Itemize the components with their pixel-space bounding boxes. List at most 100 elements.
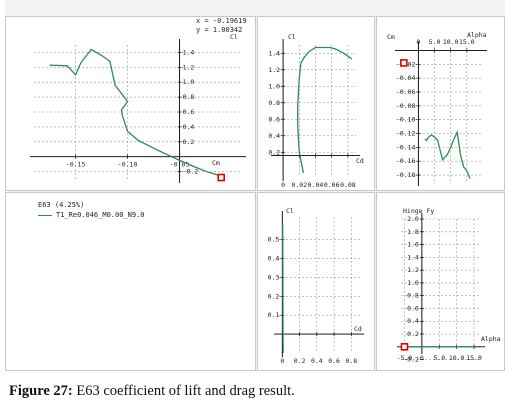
y-tick-label: -0.2 [403, 356, 419, 364]
x-tick-label: 10.0 [443, 38, 459, 46]
y-tick-label: 0.8 [183, 93, 195, 101]
x-axis-label: Alpha [481, 335, 501, 343]
x-tick-label: -0.10 [118, 161, 138, 169]
caption-label: Figure 27: [9, 383, 73, 399]
series-line [49, 48, 222, 177]
chart-hinge-fy-alpha: -5.0 0 5.0 10.0 15.0 2.0 1.8 1.6 1.4 1.2 1.0 0.8 0.6… [397, 207, 501, 364]
y-tick-label: 1.0 [268, 82, 280, 90]
y-tick-label: 0.4 [407, 317, 419, 325]
chart-cd-cl-zoom: 0 0.2 0.4 0.6 0.8 0.5 0.4 0.3 0.2 0.1 Cd Cl [268, 207, 364, 365]
series-line [297, 46, 353, 174]
marker-point [400, 343, 409, 351]
y-tick-label: 0.8 [268, 99, 280, 107]
x-tick-label: 0 [280, 357, 284, 365]
x-tick-label: 0.6 [328, 357, 340, 365]
y-tick-label: 0.4 [268, 255, 280, 263]
y-tick-label: 1.4 [183, 48, 195, 56]
chart-cd-cl: 0 0.02 0.04 0.06 0.08 1.4 1.2 1.0 0.8 0.6 0.4 0.2 Cd… [268, 33, 364, 189]
y-tick-label: 0.2 [268, 148, 280, 156]
y-tick-label: 0.4 [268, 132, 280, 140]
x-tick-label: -5.0 [397, 354, 413, 362]
y-tick-label: 1.0 [183, 78, 195, 86]
x-tick-label: 0 [416, 38, 420, 46]
x-axis-label: Cd [354, 325, 362, 333]
x-tick-label: 10.0 [449, 354, 465, 362]
x-axis-label: Cd [356, 157, 364, 165]
x-tick-label: 0.04 [308, 181, 324, 189]
y-axis-label: Cl [230, 33, 238, 41]
x-axis-label: Alpha [467, 31, 487, 39]
x-tick-label: 0.2 [294, 357, 306, 365]
y-tick-label: 1.8 [407, 228, 419, 236]
y-tick-label: 0.2 [407, 330, 419, 338]
x-tick-label: 0.08 [340, 181, 356, 189]
y-tick-label: 1.4 [268, 49, 280, 57]
y-tick-label: -0.06 [396, 88, 416, 96]
y-tick-label: 1.0 [407, 279, 419, 287]
y-tick-label: -0.18 [396, 171, 416, 179]
readout-x: x = -0.19619 [196, 17, 247, 25]
y-tick-label: 0.5 [268, 236, 280, 244]
y-tick-label: 0.6 [268, 115, 280, 123]
marker-point [400, 59, 408, 67]
figure-caption: Figure 27: E63 coefficient of lift and d… [9, 383, 295, 400]
y-axis-label: Hinge Fy [403, 207, 434, 215]
x-tick-label: -0.15 [66, 161, 86, 169]
y-tick-label: 0.6 [407, 304, 419, 312]
y-axis-label: Cl [286, 207, 294, 215]
y-tick-label: -0.10 [396, 116, 416, 124]
y-tick-label: -0.08 [396, 102, 416, 110]
x-axis-label: Cm [212, 159, 220, 167]
panel-cd-cl: 0 0.02 0.04 0.06 0.08 1.4 1.2 1.0 0.8 0.6 0.4 0.2 Cd… [257, 16, 375, 191]
legend-title: E63 (4.25%) [38, 201, 85, 209]
marker-point [217, 173, 225, 182]
y-tick-label: 1.2 [183, 63, 195, 71]
legend-swatch [38, 214, 52, 216]
y-tick-label: 1.2 [407, 266, 419, 274]
y-tick-label: 2.0 [407, 215, 419, 223]
caption-text: E63 coefficient of lift and drag result. [76, 383, 295, 399]
panel-cd-cl-zoom: 0 0.2 0.4 0.6 0.8 0.5 0.4 0.3 0.2 0.1 Cd Cl [257, 192, 375, 371]
panel-legend [5, 192, 256, 371]
panel-cm-alpha: 05.010.015.0-0.02-0.04-0.06-0.08-0.10-0.… [376, 16, 505, 191]
coordinate-readout: x = -0.19619 y = 1.00342 [196, 17, 247, 35]
panel-cm-cl: -0.15 -0.10 -0.05 1.4 1.2 1.0 0.8 0.6 0.4 0.2 -0.2… [5, 16, 256, 191]
y-tick-label: -0.16 [396, 157, 416, 165]
x-tick-label: 5.0 [433, 354, 445, 362]
y-tick-label: 1.2 [268, 66, 280, 74]
x-tick-label: 0 [420, 354, 424, 362]
x-tick-label: 0.02 [291, 181, 307, 189]
y-tick-label: 0.4 [183, 123, 195, 131]
y-tick-label: -0.12 [396, 130, 416, 138]
y-tick-label: 0.8 [407, 292, 419, 300]
chart-cm-cl: -0.15 -0.10 -0.05 1.4 1.2 1.0 0.8 0.6 0.4 0.2 -0.2… [30, 33, 246, 183]
series-line [424, 129, 471, 179]
y-tick-label: -0.04 [396, 74, 416, 82]
y-tick-label: -0.14 [396, 143, 416, 151]
y-tick-label: 1.6 [407, 241, 419, 249]
legend-entry-label: T1_Re0.046_M0.00_N9.0 [56, 211, 145, 219]
x-tick-label: -0.05 [170, 161, 190, 169]
x-tick-label: 15.0 [459, 38, 475, 46]
y-tick-label: -0.2 [183, 168, 199, 176]
chart-cm-alpha: 05.010.015.0-0.02-0.04-0.06-0.08-0.10-0.… [387, 31, 487, 186]
y-tick-label: 0.2 [183, 138, 195, 146]
x-tick-label: 0.06 [324, 181, 340, 189]
x-tick-label: 0.4 [311, 357, 323, 365]
readout-y: y = 1.00342 [196, 26, 243, 34]
y-tick-label: 0.6 [183, 108, 195, 116]
y-axis-label: Cl [288, 33, 296, 41]
x-tick-label: 0 [281, 181, 285, 189]
x-tick-label: 15.0 [466, 354, 482, 362]
y-axis-label: Cm [387, 33, 395, 41]
series-line [282, 224, 284, 354]
y-tick-label: 0.2 [268, 292, 280, 300]
y-tick-label: 1.4 [407, 253, 419, 261]
legend-entry: T1_Re0.046_M0.00_N9.0 [38, 211, 145, 221]
panel-hinge-fy: -5.0 0 5.0 10.0 15.0 2.0 1.8 1.6 1.4 1.2 1.0 0.8 0.6… [376, 192, 505, 371]
y-tick-label: 0.3 [268, 273, 280, 281]
x-tick-label: 5.0 [429, 38, 441, 46]
x-tick-label: 0.8 [345, 357, 357, 365]
y-tick-label: 0.1 [268, 311, 280, 319]
legend: E63 (4.25%) T1_Re0.046_M0.00_N9.0 [38, 201, 145, 221]
